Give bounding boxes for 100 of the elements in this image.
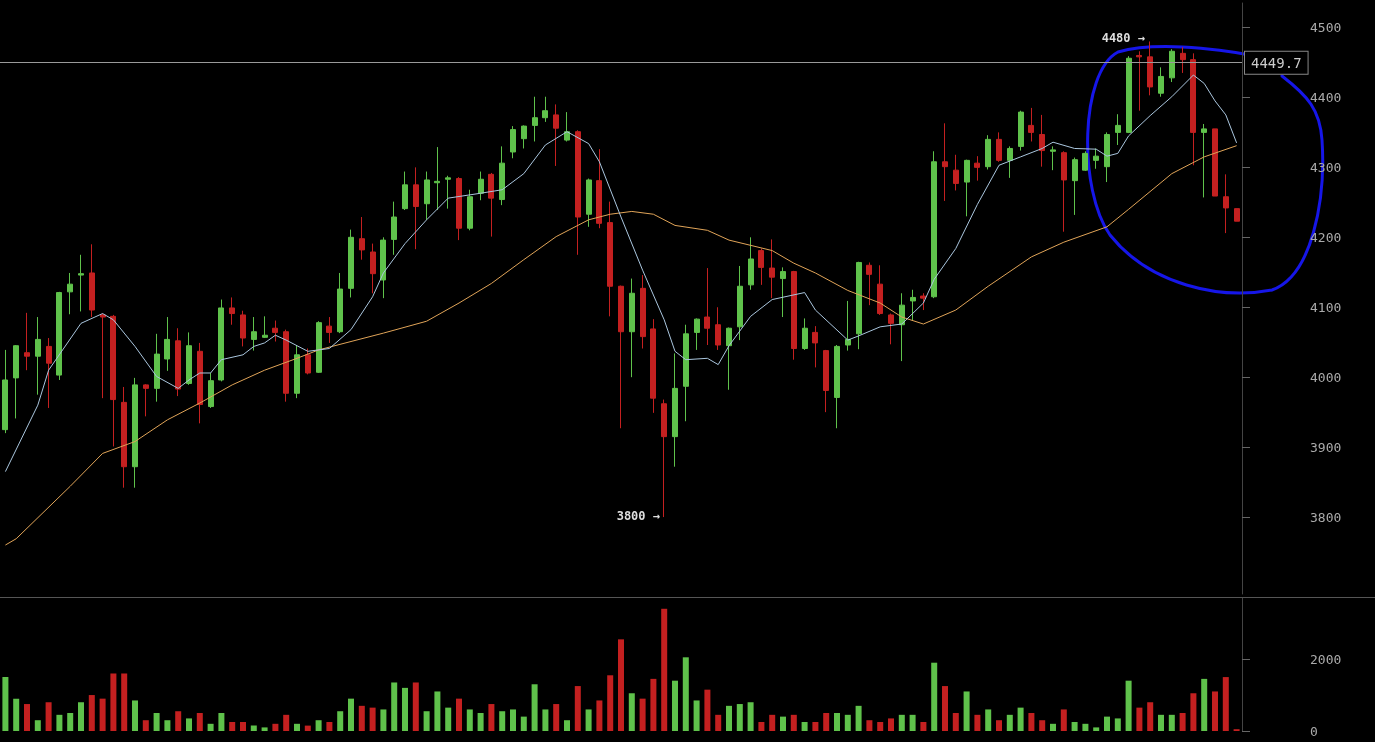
candlestick <box>1018 110 1024 152</box>
bar <box>682 657 689 731</box>
candlestick <box>737 265 743 341</box>
candlestick <box>748 236 754 291</box>
bar <box>790 714 797 731</box>
candlestick <box>856 261 862 350</box>
bar <box>661 608 668 731</box>
bar <box>272 723 279 731</box>
bar <box>24 704 30 731</box>
candlestick <box>953 154 959 191</box>
bar <box>207 723 214 731</box>
bar <box>456 698 462 731</box>
bar <box>920 722 927 731</box>
bar <box>963 691 970 731</box>
candlestick <box>143 383 149 417</box>
bar <box>877 722 884 731</box>
bar <box>553 704 560 731</box>
bar <box>423 711 430 731</box>
candlestick <box>445 175 451 210</box>
candlestick <box>607 201 613 317</box>
candlestick <box>272 320 278 343</box>
bar <box>304 725 311 731</box>
candlestick <box>1201 123 1207 198</box>
bar <box>142 720 149 731</box>
candlestick <box>1072 157 1078 216</box>
candlestick <box>13 344 19 419</box>
candlestick <box>197 342 203 424</box>
candlestick <box>413 166 419 250</box>
bar <box>261 727 268 731</box>
bar <box>1039 720 1046 731</box>
bar <box>834 713 840 731</box>
bar <box>56 714 63 731</box>
bar <box>693 700 700 731</box>
candlestick <box>834 344 840 429</box>
bar <box>1136 707 1143 731</box>
candlestick <box>316 320 322 374</box>
candlestick <box>726 327 732 391</box>
candlestick <box>186 331 192 386</box>
bar <box>672 680 678 731</box>
bar <box>801 722 808 731</box>
bar <box>855 705 862 731</box>
bar <box>985 709 992 731</box>
bar <box>1147 702 1154 731</box>
bar <box>132 700 138 731</box>
candlestick <box>920 292 926 311</box>
bar <box>542 709 549 731</box>
candlestick <box>1050 145 1056 171</box>
bar <box>996 720 1002 731</box>
candlestick <box>56 291 62 381</box>
bar <box>931 662 938 731</box>
bar <box>769 714 776 731</box>
candlestick <box>964 159 970 217</box>
bar <box>1050 723 1056 731</box>
bar <box>650 678 657 731</box>
candlestick <box>1126 55 1132 134</box>
candlestick <box>24 312 30 371</box>
bar <box>434 691 441 731</box>
candlestick <box>791 270 797 361</box>
candlestick <box>240 310 246 347</box>
candlestick <box>229 296 235 326</box>
candlestick <box>996 131 1002 163</box>
candlestick <box>35 316 41 396</box>
bar <box>531 684 538 731</box>
bar <box>380 709 387 731</box>
candlestick <box>132 377 138 489</box>
bar <box>466 709 473 731</box>
candlestick <box>434 146 440 211</box>
candlestick <box>305 348 311 375</box>
candlestick <box>910 289 916 322</box>
candlestick <box>370 243 376 294</box>
candlestick <box>769 238 775 299</box>
bar <box>110 673 117 731</box>
candlestick <box>467 189 473 231</box>
bar <box>1006 714 1013 731</box>
bar <box>78 702 84 731</box>
annotation: 4480 → <box>1101 31 1146 45</box>
bar <box>240 722 246 731</box>
candlestick <box>89 243 95 318</box>
line-series <box>4 74 1238 473</box>
bar <box>747 702 754 731</box>
candlestick <box>758 247 764 286</box>
candlestick <box>154 333 160 403</box>
bar <box>294 723 300 731</box>
candlestick <box>780 266 786 318</box>
candlestick <box>402 171 408 211</box>
candlestick <box>553 103 559 167</box>
bar <box>1114 718 1121 731</box>
candlestick <box>1190 52 1196 166</box>
bar <box>1201 678 1208 731</box>
bar <box>1212 691 1218 731</box>
y-tick-label: 3900 <box>1310 439 1342 455</box>
candlestick <box>499 145 505 206</box>
candlestick <box>618 285 624 429</box>
bar <box>1190 693 1197 731</box>
candlestick <box>845 300 851 352</box>
candlestick <box>164 316 170 372</box>
bar <box>952 713 959 731</box>
candlestick <box>802 317 808 351</box>
bar <box>844 714 851 731</box>
candlestick <box>629 278 635 378</box>
